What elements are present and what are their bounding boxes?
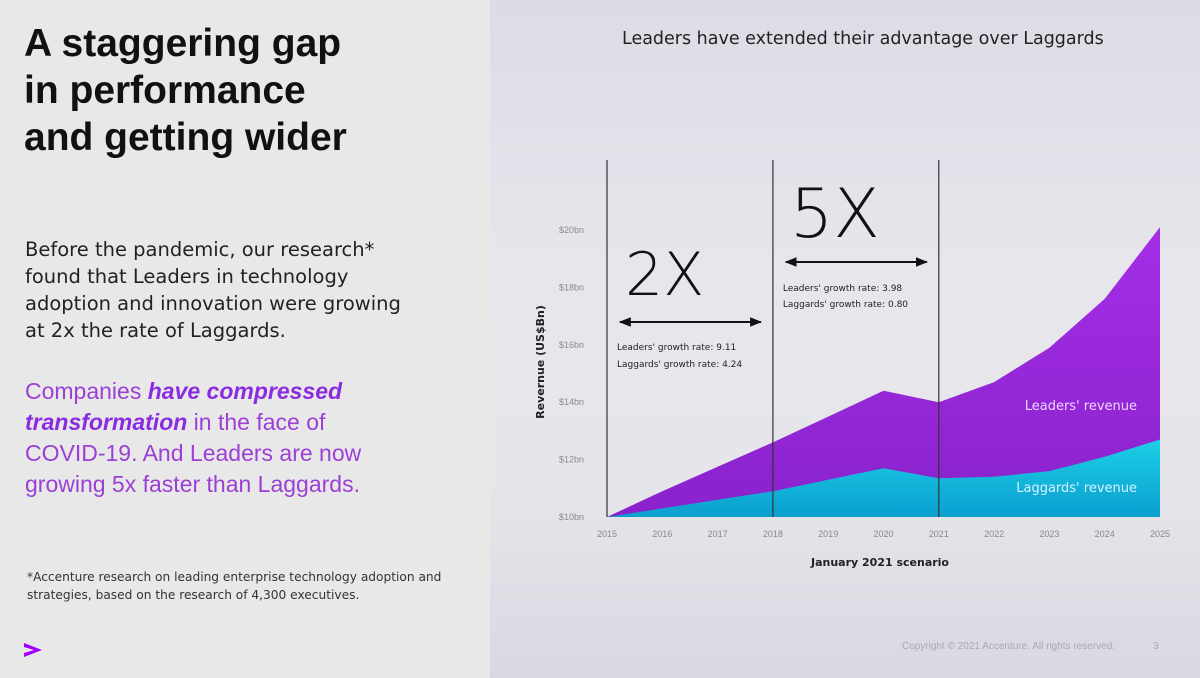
leaders-area (607, 227, 1160, 517)
laggards-area (607, 439, 1160, 517)
x-tick-label: 2025 (1150, 529, 1170, 539)
y-tick-label: $10bn (559, 512, 584, 522)
title-line: in performance (24, 69, 306, 112)
slide-title: A staggering gap in performance and gett… (24, 20, 464, 161)
accenture-chevron-icon (24, 643, 42, 657)
y-tick-label: $18bn (559, 282, 584, 292)
x-tick-label: 2015 (597, 529, 617, 539)
x-tick-label: 2023 (1039, 529, 1059, 539)
y-axis-label: Revernue (US$Bn) (534, 305, 547, 419)
footnote-line: strategies, based on the research of 4,3… (27, 588, 360, 602)
highlight-emphasis: transformation (25, 409, 188, 435)
body-line: found that Leaders in technology (25, 265, 349, 288)
x-tick-label: 2017 (708, 529, 728, 539)
highlight-paragraph: Companies have compressed transformation… (25, 376, 475, 500)
x-tick-label: 2019 (818, 529, 838, 539)
x-tick-label: 2020 (873, 529, 893, 539)
laggards-series-label: Laggards' revenue (1016, 481, 1137, 496)
y-tick-label: $12bn (559, 455, 584, 465)
multiplier-label: 2X (625, 240, 704, 310)
highlight-text: COVID-19. And Leaders are now (25, 440, 362, 466)
highlight-text: Companies (25, 378, 148, 404)
laggards-growth-rate: Laggards' growth rate: 4.24 (617, 360, 742, 370)
body-line: Before the pandemic, our research* (25, 238, 375, 261)
body-line: adoption and innovation were growing (25, 292, 401, 315)
y-tick-label: $14bn (559, 397, 584, 407)
body-paragraph: Before the pandemic, our research* found… (25, 236, 465, 344)
y-tick-label: $16bn (559, 340, 584, 350)
highlight-text: in the face of (187, 409, 326, 435)
highlight-emphasis: have compressed (147, 378, 343, 404)
x-axis-label: January 2021 scenario (810, 556, 949, 569)
copyright-text: Copyright © 2021 Accenture. All rights r… (902, 641, 1116, 652)
x-tick-label: 2016 (652, 529, 672, 539)
highlight-text: growing 5x faster than Laggards. (25, 471, 360, 497)
x-tick-label: 2024 (1095, 529, 1115, 539)
x-tick-label: 2021 (929, 529, 949, 539)
left-panel: A staggering gap in performance and gett… (0, 0, 490, 678)
page-number: 3 (1153, 641, 1159, 652)
leaders-growth-rate: Leaders' growth rate: 3.98 (783, 284, 903, 294)
x-tick-label: 2022 (984, 529, 1004, 539)
footnote-line: *Accenture research on leading enterpris… (27, 570, 442, 584)
y-tick-label: $20bn (559, 225, 584, 235)
chart-title: Leaders have extended their advantage ov… (622, 29, 1104, 49)
laggards-growth-rate: Laggards' growth rate: 0.80 (783, 300, 908, 310)
body-line: at 2x the rate of Laggards. (25, 319, 286, 342)
footnote: *Accenture research on leading enterpris… (27, 568, 477, 604)
leaders-growth-rate: Leaders' growth rate: 9.11 (617, 343, 736, 353)
multiplier-label: 5X (790, 175, 880, 254)
x-tick-label: 2018 (763, 529, 783, 539)
title-line: A staggering gap (24, 22, 342, 65)
title-line: and getting wider (24, 116, 347, 159)
leaders-series-label: Leaders' revenue (1025, 399, 1137, 414)
